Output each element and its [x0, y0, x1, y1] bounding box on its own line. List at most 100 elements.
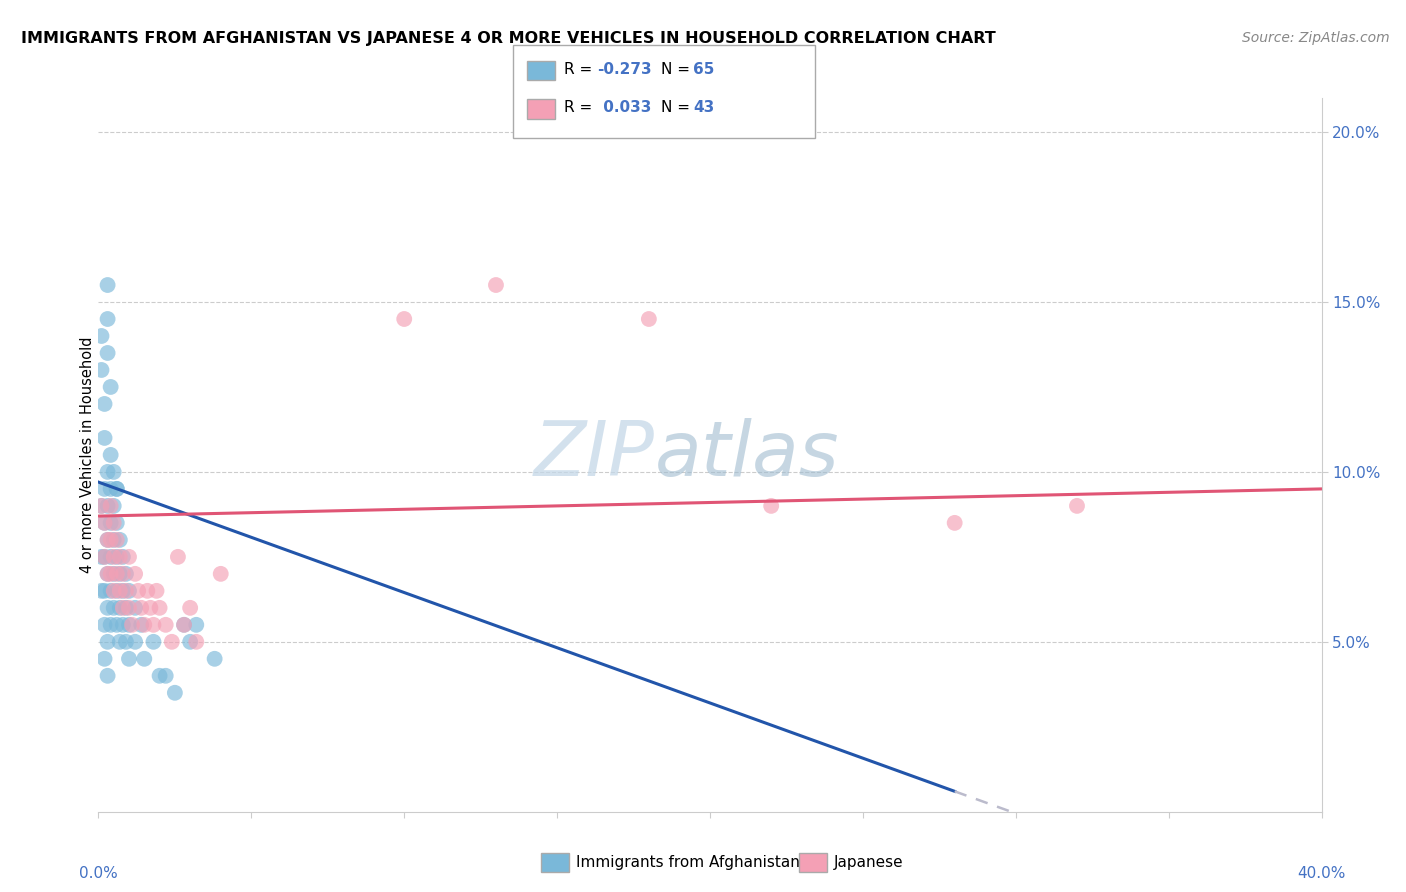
- Point: [100, 617, 122, 632]
- Point: [173, 617, 195, 632]
- Text: Japanese: Japanese: [834, 855, 904, 870]
- Point: [97, 600, 120, 615]
- Point: [136, 583, 159, 598]
- Point: [97, 669, 120, 683]
- Point: [127, 583, 149, 598]
- Point: [115, 583, 138, 598]
- Text: 43: 43: [693, 101, 714, 115]
- Text: Immigrants from Afghanistan: Immigrants from Afghanistan: [576, 855, 800, 870]
- Point: [392, 312, 416, 326]
- Point: [142, 617, 165, 632]
- Point: [108, 533, 131, 547]
- Point: [943, 516, 966, 530]
- Point: [111, 600, 134, 615]
- Text: N =: N =: [661, 62, 695, 77]
- Point: [173, 617, 195, 632]
- Point: [90, 329, 112, 343]
- Point: [103, 566, 125, 581]
- Point: [90, 583, 112, 598]
- Point: [100, 583, 122, 598]
- Point: [118, 652, 141, 666]
- Point: [105, 533, 128, 547]
- Point: [93, 617, 115, 632]
- Point: [108, 600, 131, 615]
- Point: [1066, 499, 1088, 513]
- Point: [134, 617, 156, 632]
- Point: [118, 583, 141, 598]
- Point: [97, 533, 120, 547]
- Point: [97, 312, 120, 326]
- Point: [103, 533, 125, 547]
- Point: [167, 549, 190, 564]
- Point: [97, 533, 120, 547]
- Y-axis label: 4 or more Vehicles in Household: 4 or more Vehicles in Household: [80, 336, 94, 574]
- Point: [90, 363, 112, 377]
- Text: N =: N =: [661, 101, 695, 115]
- Point: [108, 635, 131, 649]
- Point: [103, 516, 125, 530]
- Point: [637, 312, 661, 326]
- Point: [179, 635, 201, 649]
- Point: [105, 482, 128, 496]
- Text: 40.0%: 40.0%: [1298, 866, 1346, 881]
- Point: [108, 583, 131, 598]
- Point: [100, 448, 122, 462]
- Point: [97, 346, 120, 360]
- Text: -0.273: -0.273: [598, 62, 652, 77]
- Text: Source: ZipAtlas.com: Source: ZipAtlas.com: [1241, 31, 1389, 45]
- Text: 0.033: 0.033: [598, 101, 651, 115]
- Point: [93, 652, 115, 666]
- Point: [118, 549, 141, 564]
- Point: [115, 635, 138, 649]
- Point: [105, 482, 128, 496]
- Text: 0.0%: 0.0%: [79, 866, 118, 881]
- Point: [155, 669, 177, 683]
- Point: [121, 617, 143, 632]
- Text: IMMIGRANTS FROM AFGHANISTAN VS JAPANESE 4 OR MORE VEHICLES IN HOUSEHOLD CORRELAT: IMMIGRANTS FROM AFGHANISTAN VS JAPANESE …: [21, 31, 995, 46]
- Point: [142, 635, 165, 649]
- Point: [97, 635, 120, 649]
- Point: [103, 499, 125, 513]
- Point: [485, 278, 508, 293]
- Point: [93, 516, 115, 530]
- Point: [93, 549, 115, 564]
- Point: [103, 465, 125, 479]
- Point: [103, 583, 125, 598]
- Point: [105, 516, 128, 530]
- Point: [100, 549, 122, 564]
- Point: [134, 652, 156, 666]
- Point: [129, 617, 152, 632]
- Point: [163, 686, 186, 700]
- Point: [97, 566, 120, 581]
- Point: [93, 482, 115, 496]
- Point: [204, 652, 226, 666]
- Point: [93, 397, 115, 411]
- Point: [93, 431, 115, 445]
- Point: [100, 516, 122, 530]
- Point: [100, 499, 122, 513]
- Point: [108, 549, 131, 564]
- Point: [118, 600, 141, 615]
- Text: ZIP: ZIP: [534, 418, 655, 491]
- Point: [149, 600, 172, 615]
- Point: [149, 669, 172, 683]
- Point: [115, 566, 138, 581]
- Text: R =: R =: [564, 101, 598, 115]
- Point: [209, 566, 232, 581]
- Point: [97, 465, 120, 479]
- Point: [111, 549, 134, 564]
- Point: [93, 516, 115, 530]
- Point: [90, 499, 112, 513]
- Point: [115, 600, 138, 615]
- Point: [97, 566, 120, 581]
- Text: 65: 65: [693, 62, 714, 77]
- Point: [108, 566, 131, 581]
- Point: [111, 583, 134, 598]
- Point: [160, 635, 183, 649]
- Point: [179, 600, 201, 615]
- Point: [124, 600, 146, 615]
- Point: [129, 600, 152, 615]
- Point: [100, 380, 122, 394]
- Point: [139, 600, 162, 615]
- Point: [105, 617, 128, 632]
